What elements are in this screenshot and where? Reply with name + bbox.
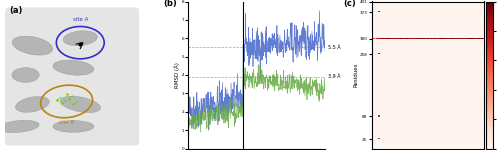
Ellipse shape — [12, 68, 39, 82]
Ellipse shape — [12, 36, 53, 55]
Y-axis label: Residues: Residues — [353, 63, 358, 87]
Text: site B: site B — [59, 120, 74, 124]
Text: 5.5 Å: 5.5 Å — [328, 45, 341, 50]
Ellipse shape — [53, 60, 94, 75]
Text: (c): (c) — [344, 0, 356, 8]
Y-axis label: RMSD (Å): RMSD (Å) — [174, 62, 180, 88]
Text: (a): (a) — [9, 6, 23, 15]
Ellipse shape — [0, 120, 39, 133]
Ellipse shape — [16, 96, 49, 112]
Ellipse shape — [63, 31, 97, 46]
Text: site A: site A — [73, 17, 88, 22]
Ellipse shape — [60, 96, 101, 113]
FancyBboxPatch shape — [5, 7, 139, 145]
Text: 3.9 Å: 3.9 Å — [328, 74, 340, 79]
Ellipse shape — [53, 121, 94, 132]
Text: (b): (b) — [164, 0, 177, 8]
